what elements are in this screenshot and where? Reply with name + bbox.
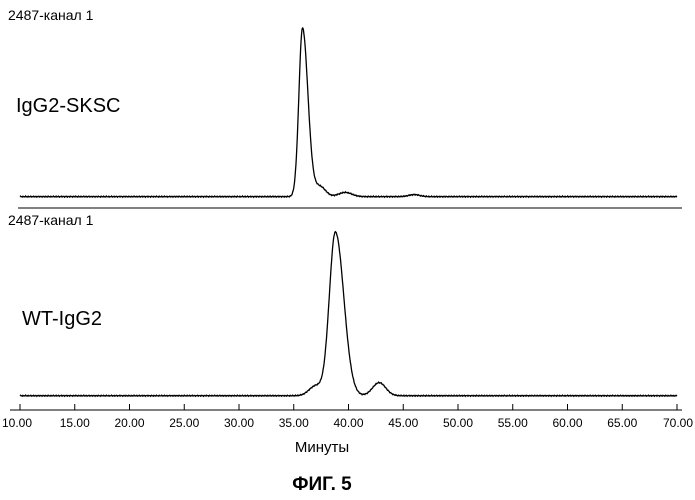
x-tick-label: 20.00 (114, 416, 144, 430)
x-tick-label: 10.00 (2, 416, 32, 430)
x-tick-label: 15.00 (60, 416, 90, 430)
channel-label-2: 2487-канал 1 (8, 212, 94, 228)
x-tick-label: 50.00 (443, 416, 473, 430)
x-tick-label: 25.00 (169, 416, 199, 430)
chromatogram-trace-2 (20, 232, 677, 397)
x-tick-label: 45.00 (388, 416, 418, 430)
figure-caption: ФИГ. 5 (292, 474, 352, 495)
x-tick-label: 40.00 (333, 416, 363, 430)
x-tick-label: 35.00 (279, 416, 309, 430)
x-tick-label: 60.00 (552, 416, 582, 430)
sample-label-wt-igg2: WT-IgG2 (22, 308, 102, 330)
x-tick-label: 65.00 (607, 416, 637, 430)
x-tick-label: 30.00 (224, 416, 254, 430)
chromatogram-panel-2: 2487-канал 1 WT-IgG2 (8, 212, 677, 396)
x-axis-label: Минуты (295, 439, 349, 456)
chromatogram-panel-1: 2487-канал 1 IgG2-SKSC (8, 7, 682, 208)
x-tick-label: 55.00 (498, 416, 528, 430)
sample-label-igg2-sksc: IgG2-SKSC (16, 95, 120, 117)
channel-label-1: 2487-канал 1 (8, 7, 94, 23)
x-axis: 10.00 15.00 20.00 25.00 30.00 35.00 40.00 45.00… (2, 404, 693, 430)
x-tick-label: 70.00 (663, 416, 693, 430)
